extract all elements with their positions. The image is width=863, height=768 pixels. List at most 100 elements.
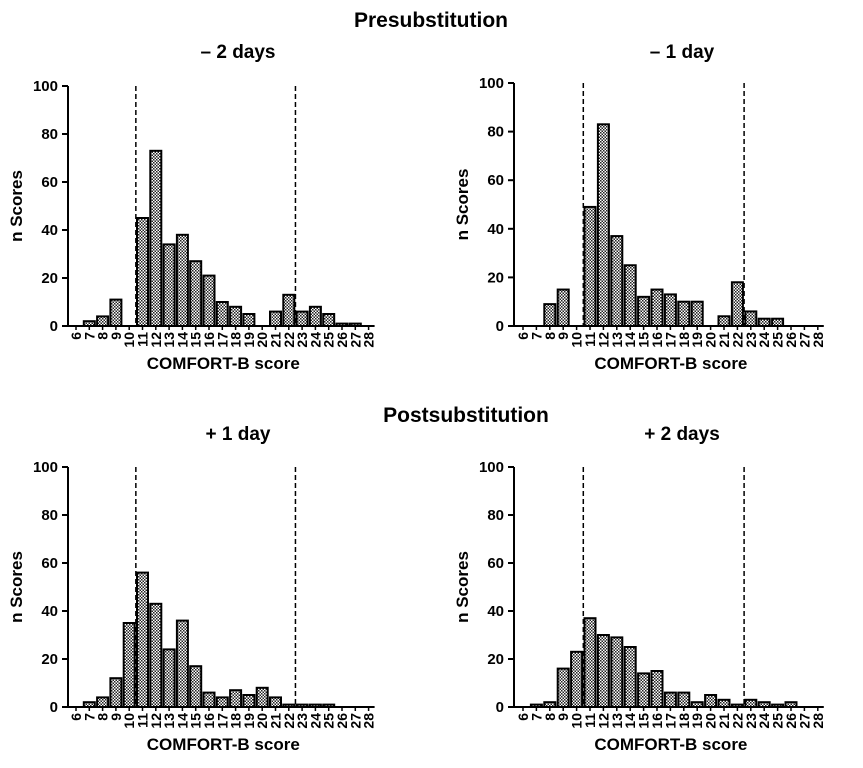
x-tick-label: 13 (609, 332, 625, 348)
x-tick-label: 22 (729, 713, 745, 729)
bar-26 (335, 322, 349, 328)
x-tick-label: 7 (528, 713, 544, 721)
bar-14 (175, 619, 189, 708)
y-tick-label: 0 (496, 318, 504, 335)
x-tick-label: 22 (281, 332, 297, 348)
x-tick-label: 9 (108, 332, 124, 340)
x-tick-label: 7 (528, 332, 544, 340)
y-tick-label: 60 (41, 174, 58, 191)
bar-14 (623, 646, 637, 708)
x-tick-label: 8 (95, 332, 111, 340)
x-tick-label: 25 (321, 332, 337, 348)
bar-10 (570, 650, 584, 708)
x-axis-label: COMFORT-B score (594, 354, 747, 373)
bar-21 (717, 315, 731, 327)
bar-13 (610, 636, 624, 709)
x-tick-label: 11 (135, 332, 151, 347)
x-tick-label: 26 (783, 332, 799, 348)
x-tick-label: 12 (148, 713, 164, 729)
x-tick-label: 23 (743, 332, 759, 348)
x-tick-label: 23 (294, 332, 310, 348)
x-tick-label: 28 (361, 713, 377, 729)
bar-8 (96, 315, 110, 327)
x-tick-label: 15 (636, 713, 652, 729)
bar-25 (771, 703, 785, 708)
x-tick-label: 23 (743, 713, 759, 729)
bar-20 (255, 686, 269, 708)
x-tick-label: 17 (662, 713, 678, 729)
y-tick-label: 0 (50, 318, 58, 335)
x-tick-label: 17 (214, 713, 230, 729)
x-tick-label: 8 (95, 713, 111, 721)
x-tick-label: 26 (783, 713, 799, 729)
bar-15 (189, 665, 203, 709)
bar-25 (771, 317, 785, 327)
bar-17 (663, 293, 677, 328)
x-tick-label: 26 (334, 713, 350, 729)
x-tick-label: 9 (555, 332, 571, 340)
y-tick-label: 80 (41, 507, 58, 524)
bar-24 (757, 701, 771, 709)
bar-12 (149, 149, 163, 327)
x-tick-label: 9 (108, 713, 124, 721)
x-tick-label: 20 (254, 332, 270, 348)
x-tick-label: 21 (268, 332, 284, 348)
bar-12 (596, 123, 610, 327)
bar-25 (322, 313, 336, 327)
bar-14 (623, 264, 637, 327)
bar-12 (149, 602, 163, 708)
x-tick-label: 14 (622, 713, 638, 729)
y-axis-label: n Scores (7, 551, 26, 623)
bar-7 (529, 703, 543, 708)
x-tick-label: 19 (689, 713, 705, 729)
x-tick-label: 9 (555, 713, 571, 721)
y-tick-label: 60 (487, 172, 504, 189)
x-tick-label: 28 (810, 713, 826, 729)
bar-24 (757, 317, 771, 327)
x-tick-label: 27 (347, 332, 363, 348)
x-tick-label: 12 (148, 332, 164, 348)
bar-16 (202, 274, 216, 328)
x-tick-label: 24 (756, 332, 772, 348)
y-tick-label: 60 (41, 555, 58, 572)
bar-24 (308, 305, 322, 327)
x-tick-label: 10 (121, 332, 137, 348)
x-tick-label: 14 (622, 332, 638, 348)
bar-21 (717, 698, 731, 708)
y-tick-label: 20 (487, 651, 504, 668)
chart-panel-1: – 2 days 0 20 40 60 80 100 n Scores 678910111213… (7, 42, 377, 373)
y-tick-label: 80 (487, 507, 504, 524)
bar-9 (109, 677, 123, 709)
y-tick-label: 20 (487, 269, 504, 286)
x-tick-label: 25 (321, 713, 337, 729)
x-tick-label: 25 (770, 713, 786, 729)
x-tick-label: 15 (636, 332, 652, 348)
x-tick-label: 22 (281, 713, 297, 729)
bar-21 (269, 696, 282, 709)
bar-8 (543, 303, 557, 328)
bar-9 (556, 667, 570, 708)
x-tick-label: 20 (703, 332, 719, 348)
x-tick-label: 23 (294, 713, 310, 729)
x-tick-label: 10 (121, 713, 137, 729)
y-tick-label: 40 (41, 222, 58, 239)
bar-14 (175, 233, 189, 327)
x-axis-label: COMFORT-B score (147, 735, 300, 754)
x-tick-label: 7 (81, 713, 97, 721)
x-tick-label: 11 (135, 713, 151, 728)
x-tick-label: 25 (770, 332, 786, 348)
x-tick-label: 26 (334, 332, 350, 348)
bar-27 (348, 322, 362, 328)
y-tick-label: 40 (41, 603, 58, 620)
x-tick-label: 19 (241, 713, 257, 729)
bar-17 (215, 696, 229, 709)
x-tick-label: 12 (595, 713, 611, 729)
x-tick-label: 16 (649, 713, 665, 729)
x-tick-label: 13 (609, 713, 625, 729)
x-tick-label: 10 (569, 713, 585, 729)
postsubstitution-header: Postsubstitution (383, 404, 549, 427)
x-tick-label: 22 (729, 332, 745, 348)
y-tick-label: 80 (487, 124, 504, 141)
bar-21 (269, 310, 282, 328)
